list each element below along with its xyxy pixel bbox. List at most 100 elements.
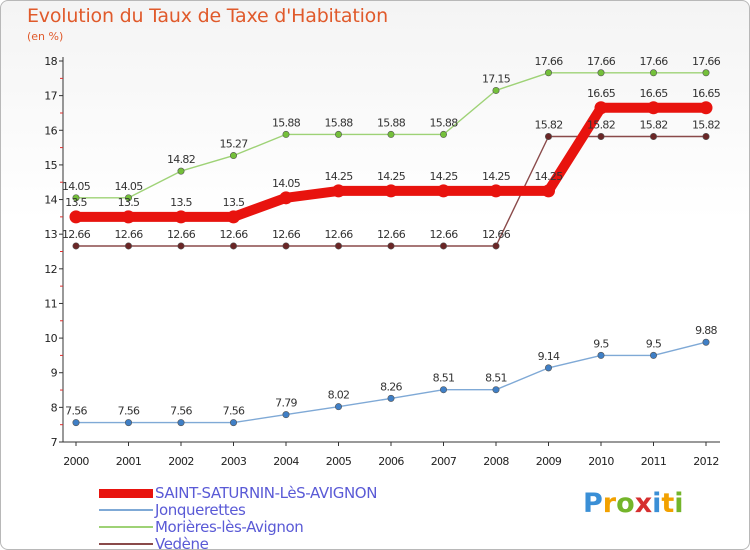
data-point bbox=[649, 69, 657, 77]
x-tick-label: 2005 bbox=[326, 455, 352, 468]
data-label: 14.25 bbox=[482, 170, 511, 183]
legend-label: Jonquerettes bbox=[155, 501, 246, 519]
data-label: 7.56 bbox=[65, 405, 87, 418]
data-point bbox=[72, 194, 80, 202]
data-label: 14.25 bbox=[535, 170, 564, 183]
data-label: 17.66 bbox=[640, 55, 669, 68]
data-point bbox=[492, 86, 500, 94]
logo-letter: i bbox=[652, 488, 662, 519]
data-label: 12.66 bbox=[115, 228, 144, 241]
data-point bbox=[439, 242, 447, 250]
data-point bbox=[387, 394, 395, 402]
x-tick-label: 2007 bbox=[431, 455, 457, 468]
legend-swatch bbox=[99, 509, 153, 511]
logo-letter: i bbox=[674, 488, 684, 519]
data-point bbox=[69, 210, 83, 224]
x-tick-label: 2011 bbox=[641, 455, 667, 468]
data-label: 7.56 bbox=[118, 405, 140, 418]
data-label: 15.82 bbox=[587, 119, 615, 132]
x-tick-label: 2004 bbox=[273, 455, 299, 468]
data-label: 12.66 bbox=[430, 228, 459, 241]
data-label: 12.66 bbox=[325, 228, 354, 241]
data-label: 14.05 bbox=[272, 177, 301, 190]
data-label: 8.51 bbox=[433, 372, 455, 385]
legend-label: Vedène bbox=[155, 535, 209, 550]
data-label: 14.05 bbox=[115, 180, 144, 193]
data-label: 12.66 bbox=[482, 228, 511, 241]
data-point bbox=[72, 242, 80, 250]
y-tick-label: 17 bbox=[44, 90, 57, 103]
y-tick-label: 13 bbox=[44, 228, 57, 241]
y-tick-label: 11 bbox=[44, 297, 57, 310]
data-label: 13.5 bbox=[118, 196, 140, 209]
data-label: 12.66 bbox=[377, 228, 406, 241]
data-label: 17.66 bbox=[692, 55, 721, 68]
data-point bbox=[384, 184, 398, 198]
y-tick-label: 10 bbox=[44, 332, 57, 345]
data-point bbox=[125, 419, 133, 427]
data-label: 17.15 bbox=[482, 72, 511, 85]
logo-letter: x bbox=[634, 488, 653, 519]
data-label: 15.88 bbox=[430, 116, 459, 129]
data-label: 15.88 bbox=[377, 116, 406, 129]
data-label: 9.14 bbox=[538, 350, 560, 363]
data-point bbox=[597, 69, 605, 77]
x-tick-label: 2000 bbox=[63, 455, 89, 468]
data-point bbox=[230, 419, 238, 427]
data-point bbox=[387, 242, 395, 250]
legend-label: Morières-lès-Avignon bbox=[155, 518, 304, 536]
x-tick-label: 2010 bbox=[588, 455, 614, 468]
data-point bbox=[542, 184, 555, 198]
y-tick-label: 8 bbox=[51, 401, 58, 414]
data-label: 7.79 bbox=[275, 397, 297, 410]
data-point bbox=[439, 386, 447, 394]
data-point bbox=[544, 133, 552, 141]
data-point bbox=[282, 411, 290, 419]
data-label: 16.65 bbox=[640, 87, 669, 100]
data-point bbox=[702, 69, 710, 77]
y-tick-label: 16 bbox=[44, 124, 57, 137]
data-point bbox=[72, 419, 80, 427]
data-label: 15.82 bbox=[692, 119, 720, 132]
data-label: 13.5 bbox=[65, 196, 87, 209]
data-label: 8.51 bbox=[485, 372, 507, 385]
data-point bbox=[177, 419, 185, 427]
data-point bbox=[177, 242, 185, 250]
data-label: 13.5 bbox=[223, 196, 245, 209]
logo-letter: t bbox=[661, 488, 675, 519]
logo-letter: r bbox=[602, 488, 617, 519]
data-point bbox=[174, 210, 188, 224]
data-point bbox=[334, 403, 342, 411]
data-point bbox=[649, 351, 657, 359]
y-tick-label: 12 bbox=[44, 263, 57, 276]
logo-letter: P bbox=[583, 488, 603, 519]
x-tick-label: 2002 bbox=[168, 455, 194, 468]
data-point bbox=[544, 364, 552, 372]
data-point bbox=[439, 130, 447, 138]
data-point bbox=[699, 101, 713, 115]
x-tick-label: 2009 bbox=[536, 455, 562, 468]
data-point bbox=[702, 338, 710, 346]
x-tick-label: 2008 bbox=[483, 455, 509, 468]
data-point bbox=[282, 130, 290, 138]
y-tick-label: 15 bbox=[44, 159, 57, 172]
unit-label: (en %) bbox=[27, 30, 64, 43]
data-label: 12.66 bbox=[220, 228, 249, 241]
x-tick-label: 2001 bbox=[116, 455, 142, 468]
data-label: 14.82 bbox=[167, 153, 195, 166]
data-point bbox=[492, 242, 500, 250]
data-point bbox=[489, 184, 503, 198]
data-label: 15.82 bbox=[640, 119, 668, 132]
data-point bbox=[177, 167, 185, 175]
legend-swatch bbox=[99, 488, 153, 498]
data-label: 12.66 bbox=[62, 228, 91, 241]
data-point bbox=[597, 133, 605, 141]
data-label: 12.66 bbox=[167, 228, 196, 241]
data-label: 15.82 bbox=[535, 119, 563, 132]
data-label: 17.66 bbox=[587, 55, 616, 68]
y-tick-label: 14 bbox=[44, 194, 57, 207]
logo-letter: o bbox=[616, 488, 635, 519]
data-point bbox=[649, 133, 657, 141]
